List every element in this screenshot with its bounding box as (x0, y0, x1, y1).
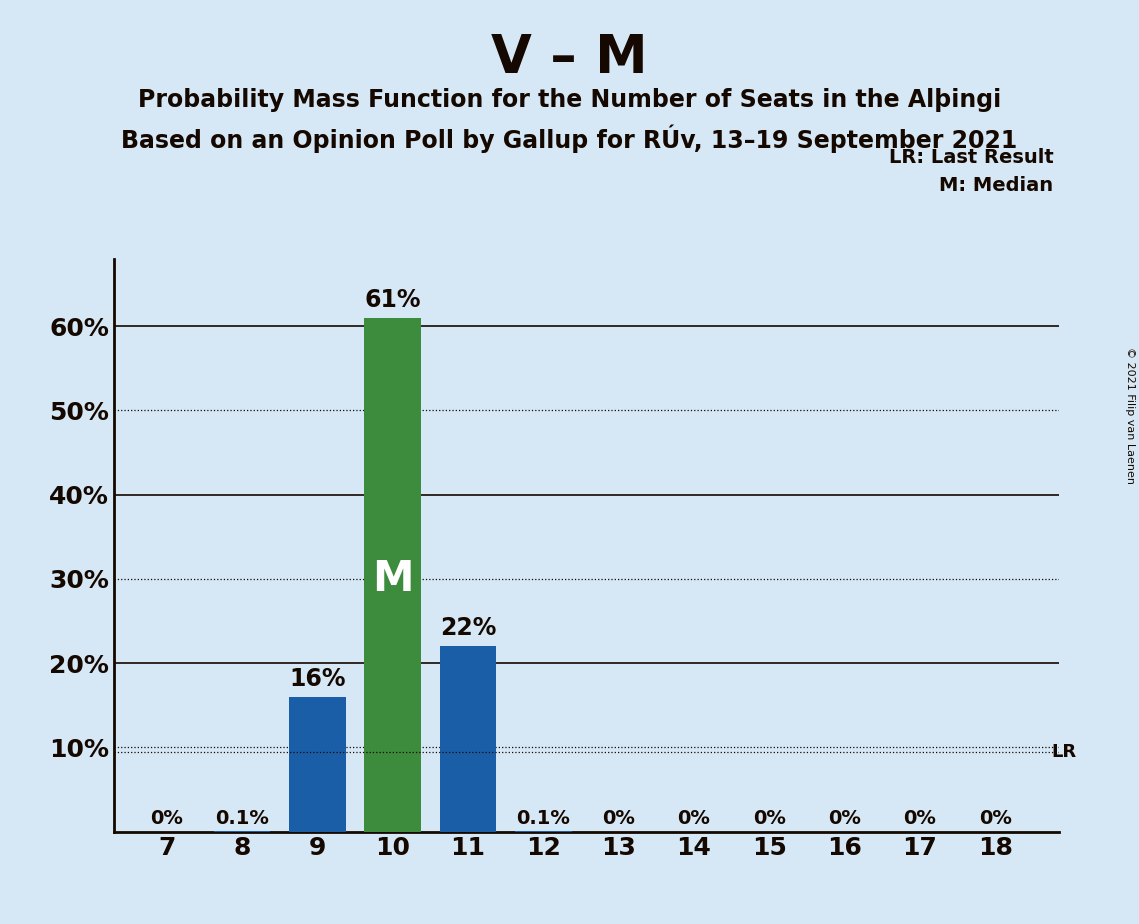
Text: Based on an Opinion Poll by Gallup for RÚv, 13–19 September 2021: Based on an Opinion Poll by Gallup for R… (122, 125, 1017, 153)
Text: 16%: 16% (289, 667, 345, 691)
Text: 0%: 0% (753, 809, 786, 828)
Text: 0.1%: 0.1% (215, 809, 269, 828)
Text: 0%: 0% (150, 809, 183, 828)
Text: © 2021 Filip van Laenen: © 2021 Filip van Laenen (1125, 347, 1134, 484)
Text: 0%: 0% (603, 809, 636, 828)
Text: 0%: 0% (678, 809, 711, 828)
Bar (289, 697, 345, 832)
Text: M: Median: M: Median (940, 176, 1054, 195)
Text: LR: LR (1051, 743, 1076, 760)
Text: 22%: 22% (440, 616, 497, 640)
Text: 0.1%: 0.1% (516, 809, 571, 828)
Text: V – M: V – M (491, 32, 648, 84)
Text: 0%: 0% (903, 809, 936, 828)
Text: Probability Mass Function for the Number of Seats in the Alþingi: Probability Mass Function for the Number… (138, 88, 1001, 112)
Text: M: M (371, 558, 413, 600)
Text: 0%: 0% (828, 809, 861, 828)
Text: 61%: 61% (364, 287, 421, 311)
Text: LR: Last Result: LR: Last Result (888, 148, 1054, 167)
Bar (440, 646, 497, 832)
Text: 0%: 0% (978, 809, 1011, 828)
Bar (364, 318, 421, 832)
